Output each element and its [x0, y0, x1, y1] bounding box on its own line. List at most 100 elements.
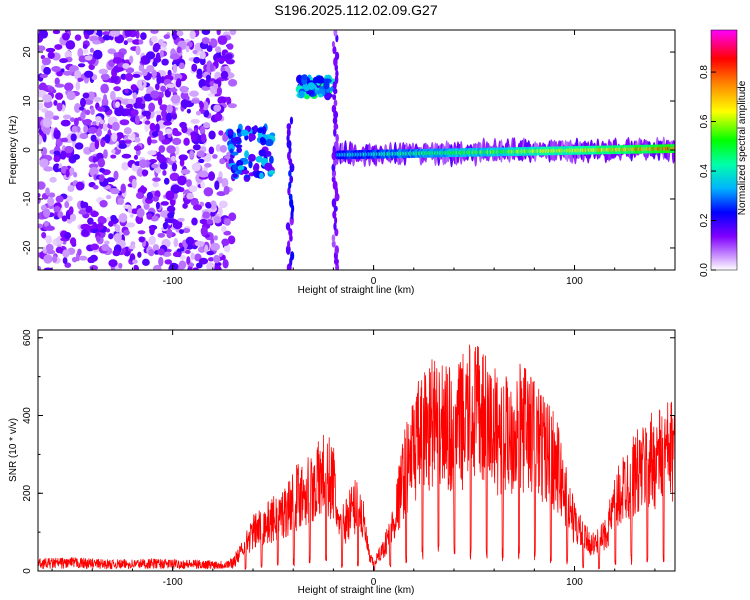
spectrogram-cell [92, 185, 99, 190]
spectrogram-cell [118, 143, 127, 149]
spectrogram-cell [229, 148, 234, 154]
spectrogram-cell [43, 267, 53, 270]
spectrogram-cell [147, 136, 152, 146]
spectrogram-cell [43, 166, 54, 172]
spectrogram-cell [200, 133, 207, 143]
spectrogram-cell [227, 129, 234, 136]
spectrogram-cell [123, 108, 131, 116]
spectrogram-cell [66, 91, 76, 101]
colorbar-tick-label: 0.0 [699, 263, 710, 277]
spectrogram-cell [222, 133, 229, 142]
spectrogram-cell [132, 259, 138, 264]
spectrogram-cell [111, 121, 120, 131]
spectrogram-cell [229, 30, 237, 36]
spectrogram-cell [155, 83, 160, 91]
spectrogram-cell [194, 240, 205, 247]
spectrogram-cell [108, 259, 118, 267]
colorbar-tick-label: 0.4 [699, 164, 710, 178]
spectrogram-cell [216, 30, 221, 36]
spectrogram-cell [89, 47, 95, 53]
spectrogram-cell [130, 109, 139, 117]
spectrogram-cell [77, 248, 82, 256]
spectrogram-cell [118, 262, 123, 269]
spectrogram-cell [199, 218, 208, 225]
spectrogram-cell [203, 122, 211, 129]
spectrogram-cell [201, 37, 210, 45]
spectrogram-cell [172, 63, 178, 74]
spectrogram-cell [47, 51, 55, 60]
spectrogram-cell [203, 187, 214, 197]
colorbar-tick-label: 0.2 [699, 213, 710, 227]
spectrogram-cell [85, 30, 95, 36]
spectrogram-cell [182, 228, 191, 234]
spectrogram-cell [201, 30, 211, 36]
spectrogram-cell [41, 57, 51, 66]
spectrogram-cell [114, 67, 124, 72]
spectrogram-cell [218, 130, 224, 136]
spectrogram-cell [61, 32, 70, 41]
spectrogram-cell [74, 103, 81, 114]
spectrogram-cell [125, 72, 133, 82]
spectrogram-cell [148, 248, 155, 257]
spectrogram-cell [160, 85, 167, 92]
spectrogram-cell [151, 35, 158, 43]
snr-background [38, 330, 675, 571]
spectrogram-cell [213, 79, 222, 84]
spectrogram-cell [149, 158, 158, 164]
spectrogram-cell [174, 145, 180, 156]
spectrogram-cell [43, 220, 49, 228]
spectrogram-cell [152, 264, 162, 270]
spectrogram-cell [163, 121, 172, 126]
spectrogram-cell [205, 74, 211, 81]
spectrogram-cell [74, 34, 82, 41]
spectrogram-cell [333, 88, 338, 95]
spectrogram-cell [232, 173, 238, 179]
spectrogram-cell [170, 94, 181, 104]
spectrogram-cell [94, 139, 100, 150]
spectrogram-cell [148, 236, 156, 245]
spectrogram-cell [72, 153, 81, 160]
spectrogram-cell [123, 127, 132, 135]
spectrogram-cell [332, 45, 337, 55]
snr-series-line [38, 344, 675, 571]
spectrogram-cell [177, 175, 187, 186]
spectrogram-cell [89, 64, 95, 70]
spectrogram-cell [331, 240, 336, 248]
spectrogram-cell [82, 92, 90, 99]
spectrogram-cell [213, 216, 222, 224]
spectrogram-cell [41, 231, 47, 239]
spectrogram-cell [131, 208, 137, 213]
spectrogram-cell [149, 122, 156, 131]
spectrogram-cell [178, 229, 185, 234]
spectrogram-cell [258, 149, 267, 157]
spectrogram-cell [142, 195, 148, 206]
spectrogram-cell [60, 150, 67, 160]
spectrogram-cell [167, 212, 175, 219]
spectrogram-cell [117, 197, 125, 206]
spectrogram-cell [288, 193, 293, 201]
spectrogram-cell [152, 177, 161, 182]
spectrogram-cell [227, 235, 236, 245]
spectrogram-cell [53, 205, 61, 213]
spectrogram-cell [172, 251, 182, 258]
spectrogram-cell [236, 147, 243, 154]
spectrogram-cell [140, 32, 147, 40]
spectrogram-cell [56, 70, 63, 77]
spectrogram-cell [264, 138, 274, 147]
spectrogram-cell [199, 57, 206, 66]
spectrogram-cell [288, 170, 292, 177]
spectrogram-cell [90, 107, 95, 116]
spectrogram-cell [226, 43, 234, 50]
spectrogram-cell [241, 169, 250, 175]
spectrogram-cell [217, 96, 227, 105]
spectrogram-cell [84, 98, 94, 105]
spectrogram-cell [185, 249, 191, 254]
y-tick-label: 0 [22, 568, 33, 574]
spectrogram-cell [135, 97, 143, 104]
spectrogram-cell [138, 159, 148, 169]
spectrogram-cell [164, 259, 173, 265]
spectrogram-cell [213, 104, 222, 113]
spectrogram-cell [99, 119, 105, 125]
spectrogram-cell [130, 84, 138, 91]
spectrogram-cell [62, 70, 73, 76]
